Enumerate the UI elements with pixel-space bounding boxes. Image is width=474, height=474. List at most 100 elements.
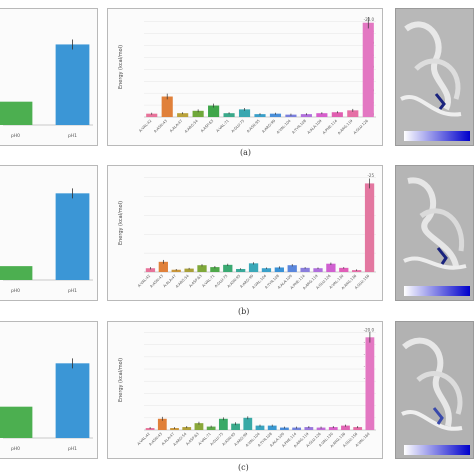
x-tick-label: A:VAL:104 (276, 118, 292, 134)
x-tick-label: A:ASP:63 (200, 119, 214, 133)
color-scale-bar (404, 131, 470, 141)
x-tick-label: A:VAL:42 (138, 119, 152, 133)
x-tick-label: A:ASN:43 (149, 274, 164, 289)
bar-A:ARG:136 (352, 270, 362, 272)
bar-A:ASN:95 (254, 114, 266, 117)
bar-pH1 (55, 363, 90, 438)
x-tick-label: A:ARG:99 (261, 118, 276, 133)
bar-A:GLU:126 (362, 22, 374, 117)
bar-A:VAL:42 (145, 268, 156, 272)
x-tick-label: pH1 (68, 133, 77, 139)
bar-A:VAL:71 (223, 113, 235, 117)
x-tick-label: pH0 (11, 446, 20, 452)
x-tick-label: A:ARG:54 (175, 273, 190, 288)
bar-A:PHE:114 (300, 267, 310, 272)
x-tick-label: A:VAL:71 (216, 119, 230, 133)
bar-pH0 (0, 406, 33, 438)
bar-A:ASN:43 (157, 418, 167, 430)
protein-structure-b (396, 166, 473, 300)
y-tick-label: -20.0 (364, 17, 375, 22)
x-tick-label: A:TYR:108 (291, 118, 307, 134)
x-tick-label: A:ARG:54 (184, 118, 199, 133)
y-axis-label: Energy (kcal/mol) (118, 45, 124, 89)
bar-A:VAL:104 (261, 268, 272, 272)
color-scale-bar (404, 445, 470, 455)
bar-chart-c-middle: 0-2.5-5.0-7.5-10.0-12.5-15.0-17.5-20.0En… (107, 321, 383, 459)
caption-a: (a) (240, 148, 252, 157)
bar-A:ALA:109 (280, 427, 289, 430)
bar-A:VAL:104 (285, 114, 297, 117)
molecule-image-b (395, 165, 474, 301)
bar-A:GLU:156 (364, 183, 375, 272)
chart-a-middle-svg: 0-2.5-5.0-7.5-10.0-12.5-15.0-17.5-20.0En… (118, 17, 376, 135)
bar-A:ASN:95 (236, 268, 246, 272)
y-axis-label: Energy (kcal/mol) (118, 201, 124, 245)
bar-A:TYR:108 (274, 267, 284, 272)
x-tick-label: A:ASP:63 (188, 274, 202, 288)
y-axis-label: Energy (kcal/mol) (118, 358, 124, 402)
bar-chart-c-left: pH0 pH1 (0, 321, 98, 459)
molecule-image-a (395, 8, 474, 146)
bar-A:ARG:119 (347, 110, 359, 117)
bar-pH0 (0, 101, 33, 125)
bar-A:VAL:71 (210, 267, 220, 272)
bar-A:GLU:156 (353, 427, 363, 430)
x-tick-label: A:ARG:119 (337, 118, 354, 135)
bar-A:VAL:130 (328, 427, 338, 430)
bar-A:ARG:119 (313, 268, 323, 272)
bar-A:ARG:54 (184, 268, 194, 272)
bar-chart-b-left: pH0 pH1 (0, 165, 98, 301)
bar-A:ARG:119 (304, 427, 314, 430)
y-tick-label: -20.0 (364, 327, 375, 332)
x-tick-label: A:ASN:43 (153, 119, 168, 134)
protein-structure-c (396, 322, 473, 458)
bar-A:TYR:108 (267, 425, 277, 430)
bar-A:ASN:95 (231, 423, 240, 430)
bar-A:ARG:99 (269, 113, 282, 117)
bar-A:PHE:114 (331, 112, 343, 117)
bar-A:ASP:63 (194, 423, 204, 430)
chart-c-middle-svg: 0-2.5-5.0-7.5-10.0-12.5-15.0-17.5-20.0En… (118, 327, 376, 448)
bar-A:ASP:63 (197, 265, 207, 272)
bar-A:ARG:99 (248, 263, 259, 272)
chart-c-left-svg: pH0 pH1 (0, 358, 93, 452)
x-tick-label: A:GLU:75 (231, 119, 246, 134)
bar-A:ARG:54 (182, 427, 192, 430)
bar-A:VAL:42 (146, 113, 158, 117)
bar-A:GLU:75 (223, 264, 233, 272)
x-tick-label: A:ALA:109 (307, 118, 323, 134)
bar-A:ALA:47 (171, 269, 181, 272)
caption-b: (b) (238, 307, 250, 316)
bar-A:ASP:63 (208, 105, 220, 117)
x-tick-label: pH1 (68, 288, 77, 294)
bar-pH1 (55, 44, 90, 125)
x-tick-label: A:GLU:126 (353, 118, 370, 135)
bar-A:PHE:114 (292, 427, 302, 430)
bar-A:ARG:136 (341, 425, 350, 430)
bar-A:GLU:75 (218, 418, 228, 430)
bar-A:ALA:47 (177, 113, 189, 117)
protein-structure-a (396, 9, 473, 145)
bar-A:ASN:43 (161, 96, 173, 117)
bar-A:VAL:71 (206, 426, 216, 430)
molecule-image-c (395, 321, 474, 459)
bar-A:TYR:108 (300, 114, 312, 117)
bar-A:ARG:99 (243, 417, 253, 430)
x-tick-label: pH0 (11, 133, 20, 139)
bar-chart-a-left: pH0 pH1 (0, 8, 98, 146)
bar-pH1 (55, 193, 90, 280)
bar-A:VAL:160 (365, 337, 375, 430)
bar-A:ALA:109 (287, 265, 297, 272)
bar-A:VAL:104 (255, 425, 265, 430)
bar-A:GLU:126 (316, 427, 326, 430)
bar-A:GLU:126 (326, 263, 336, 272)
color-scale-bar (404, 286, 470, 296)
y-tick-label: -25 (367, 173, 374, 178)
chart-b-left-svg: pH0 pH1 (0, 188, 93, 294)
bar-A:GLU:75 (238, 109, 251, 117)
x-tick-label: pH1 (68, 446, 77, 452)
bar-A:ARG:54 (192, 110, 204, 117)
